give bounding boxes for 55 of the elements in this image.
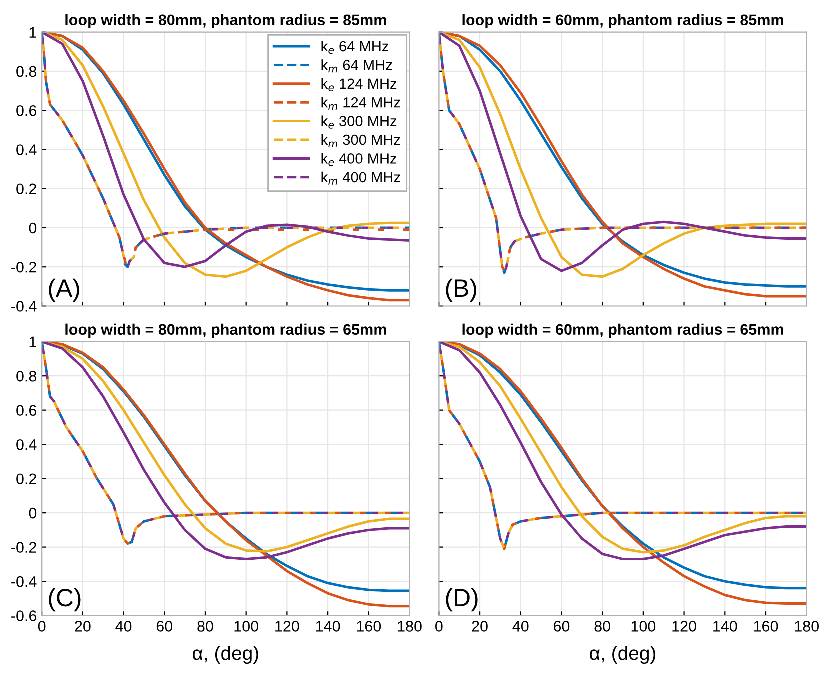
legend-label: k$_{m}$ 300 MHz: [322, 134, 400, 148]
annotation: (B): [446, 278, 476, 302]
x-tick-label: 140: [714, 621, 738, 632]
x-axis-title: α, (deg): [590, 646, 656, 664]
x-axis-title: α, (deg): [193, 646, 258, 664]
y-tick-label: -0.6: [12, 610, 37, 622]
legend-label: k$_{m}$ 400 MHz: [322, 172, 400, 185]
x-tick-label: 140: [316, 621, 340, 632]
y-tick-label: -0.4: [12, 576, 37, 588]
x-tick-label: 40: [116, 621, 132, 632]
legend-label: k$_{e}$ 124 MHz: [322, 78, 397, 92]
x-tick-label: 0: [436, 621, 443, 632]
y-tick-label: 0.4: [16, 439, 37, 450]
y-tick-label: 0.6: [16, 405, 37, 416]
x-tick-label: 80: [594, 621, 610, 632]
y-tick-label: 0.4: [16, 144, 37, 156]
y-tick-label: -0.2: [12, 262, 36, 273]
x-tick-label: 60: [554, 621, 570, 632]
x-tick-label: 160: [357, 621, 382, 632]
annotation: (C): [49, 588, 81, 612]
y-tick-label: 1: [30, 27, 36, 38]
legend-label: k$_{e}$ 300 MHz: [322, 116, 397, 129]
x-tick-label: 20: [472, 621, 488, 632]
y-tick-label: 0.8: [16, 66, 37, 78]
annotation: (A): [49, 278, 80, 302]
y-tick-label: -0.4: [12, 301, 37, 312]
chart-title: loop width = 80mm, phantom radius = 65mm: [66, 324, 386, 338]
x-tick-label: 100: [632, 621, 656, 632]
x-tick-label: 180: [795, 621, 819, 632]
chart-title: loop width = 60mm, phantom radius = 85mm: [462, 14, 784, 29]
annotation: (D): [446, 588, 478, 612]
y-tick-label: 0.8: [16, 370, 37, 382]
y-tick-label: 0: [29, 508, 37, 519]
y-tick-label: 0.2: [16, 184, 36, 195]
y-tick-label: -0.2: [12, 542, 36, 553]
x-tick-label: 180: [398, 621, 422, 632]
legend-label: k$_{e}$ 400 MHz: [322, 153, 397, 166]
x-tick-label: 0: [38, 621, 46, 632]
y-tick-label: 0.2: [16, 474, 36, 485]
legend-label: k$_{m}$ 124 MHz: [322, 97, 400, 110]
x-tick-label: 20: [75, 621, 91, 632]
y-tick-label: 0: [29, 222, 37, 234]
x-tick-label: 160: [754, 621, 778, 632]
y-tick-label: 0.6: [16, 105, 37, 116]
x-tick-label: 100: [234, 621, 258, 632]
x-tick-label: 40: [512, 621, 529, 632]
x-tick-label: 80: [198, 621, 214, 632]
legend-label: k$_{m}$ 64 MHz: [322, 60, 392, 73]
y-tick-label: 1: [30, 336, 36, 348]
x-tick-label: 60: [156, 621, 173, 632]
legend-label: k$_{e}$ 64 MHz: [322, 40, 388, 54]
chart-title: loop width = 60mm, phantom radius = 65mm: [462, 324, 784, 338]
x-tick-label: 120: [672, 621, 696, 632]
chart-title: loop width = 80mm, phantom radius = 85mm: [66, 14, 386, 29]
x-tick-label: 120: [276, 621, 300, 632]
